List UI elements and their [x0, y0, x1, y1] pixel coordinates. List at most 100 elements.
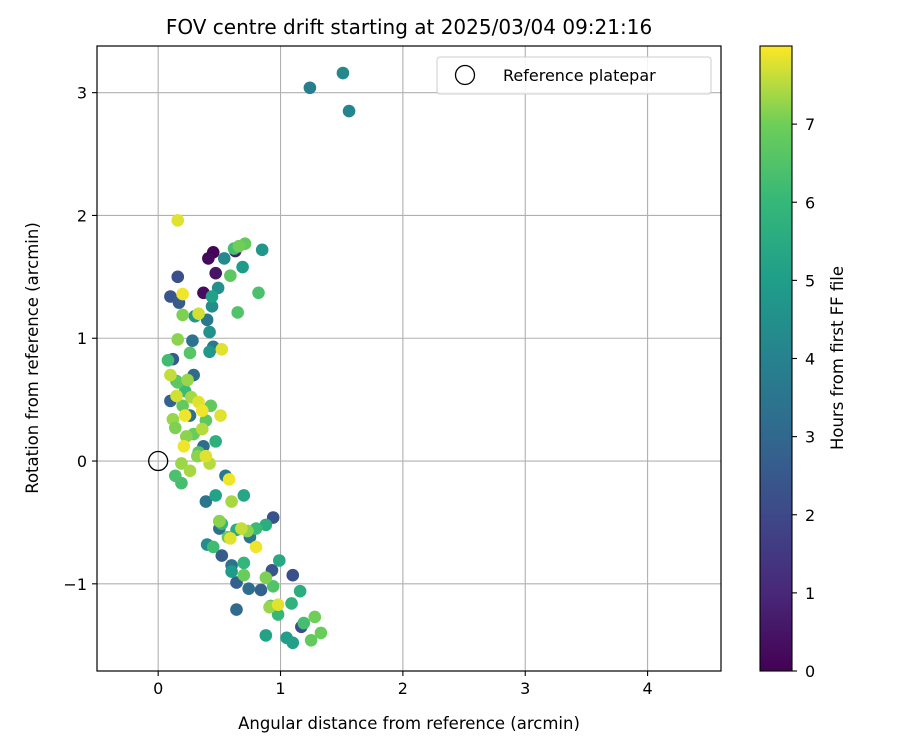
data-point [178, 409, 192, 422]
data-point [205, 290, 219, 303]
colorbar-tick-label: 2 [805, 506, 815, 525]
legend-box [436, 56, 712, 95]
data-point [259, 629, 273, 642]
data-point [169, 421, 182, 435]
data-point [237, 489, 251, 502]
data-point [206, 540, 220, 554]
data-point [308, 610, 322, 624]
data-point [304, 634, 318, 647]
data-point [192, 307, 205, 320]
data-point [176, 287, 189, 301]
colorbar: 0 1 2 3 4 5 6 7 Hours from first FF file [759, 45, 847, 681]
legend-entry-label: Reference platepar [503, 66, 656, 85]
data-point [209, 435, 222, 448]
data-point [285, 597, 298, 610]
data-point [242, 582, 256, 596]
data-point [224, 532, 237, 545]
data-point [225, 495, 238, 508]
data-point [180, 430, 193, 443]
data-point [235, 522, 248, 535]
data-point [209, 266, 222, 280]
x-tick-label: 1 [275, 679, 285, 698]
data-point [181, 373, 194, 387]
data-point [314, 626, 328, 640]
colorbar-ticks: 0 1 2 3 4 5 6 7 [792, 115, 815, 681]
data-point [271, 598, 285, 611]
data-point [170, 389, 183, 403]
colorbar-tick-label: 5 [805, 271, 815, 290]
x-tick-label: 2 [398, 679, 408, 698]
data-point [266, 579, 280, 593]
data-point [177, 439, 191, 453]
data-point [186, 334, 199, 347]
x-axis-ticks: 0 1 2 3 4 [153, 671, 653, 698]
data-point [176, 399, 189, 413]
colorbar-tick-label: 6 [805, 193, 815, 212]
colorbar-gradient [760, 46, 792, 671]
plot-frame [96, 45, 722, 672]
x-tick-label: 3 [520, 679, 530, 698]
data-point [215, 342, 229, 356]
data-point [161, 354, 175, 367]
data-point [176, 308, 189, 322]
data-point [297, 616, 311, 630]
data-point [203, 345, 216, 359]
data-point [199, 449, 213, 463]
data-points [161, 66, 356, 650]
data-point [255, 243, 269, 257]
data-point [336, 66, 350, 80]
data-point [195, 422, 209, 436]
x-axis-label: Angular distance from reference (arcmin) [238, 714, 580, 733]
data-point [195, 404, 209, 417]
data-point [175, 457, 188, 470]
legend-marker-open-circle [454, 64, 476, 86]
data-point [202, 252, 215, 265]
y-tick-label: 0 [77, 452, 87, 471]
y-tick-label: 1 [77, 329, 87, 348]
data-point [214, 409, 227, 422]
data-point [254, 583, 268, 597]
chart-title: FOV centre drift starting at 2025/03/04 … [166, 15, 652, 39]
data-point [171, 214, 185, 227]
x-tick-label: 0 [153, 679, 163, 698]
y-tick-label: 2 [77, 206, 87, 225]
y-axis-ticks: −1 0 1 2 3 [63, 84, 97, 594]
data-point [286, 636, 300, 650]
colorbar-tick-label: 3 [805, 428, 815, 447]
legend: Reference platepar [436, 56, 712, 95]
data-point [303, 81, 317, 95]
data-point [183, 346, 197, 360]
colorbar-tick-label: 0 [805, 662, 815, 681]
data-point [213, 514, 226, 528]
data-point [164, 368, 177, 382]
data-point [286, 568, 300, 582]
colorbar-tick-label: 4 [805, 350, 815, 369]
y-tick-label: −1 [63, 575, 87, 594]
data-point [199, 495, 213, 508]
data-point [205, 300, 219, 313]
colorbar-tick-label: 7 [805, 115, 815, 134]
data-point [215, 549, 229, 562]
data-point [217, 252, 231, 265]
y-axis-label: Rotation from reference (arcmin) [23, 222, 42, 494]
data-point [171, 270, 185, 284]
data-point [232, 239, 246, 253]
colorbar-tick-label: 1 [805, 584, 815, 603]
data-point [236, 260, 249, 274]
data-point [237, 568, 251, 582]
data-point [203, 325, 216, 339]
y-tick-label: 3 [77, 84, 87, 103]
data-point [225, 565, 238, 578]
reference-platepar-marker [148, 450, 169, 472]
data-point [271, 608, 285, 621]
data-point [231, 306, 245, 319]
data-point [183, 464, 197, 478]
x-tick-label: 4 [642, 679, 652, 698]
data-point [259, 571, 273, 584]
data-point [171, 333, 185, 346]
data-point [237, 556, 251, 570]
data-point [224, 269, 237, 282]
colorbar-label: Hours from first FF file [828, 266, 847, 450]
